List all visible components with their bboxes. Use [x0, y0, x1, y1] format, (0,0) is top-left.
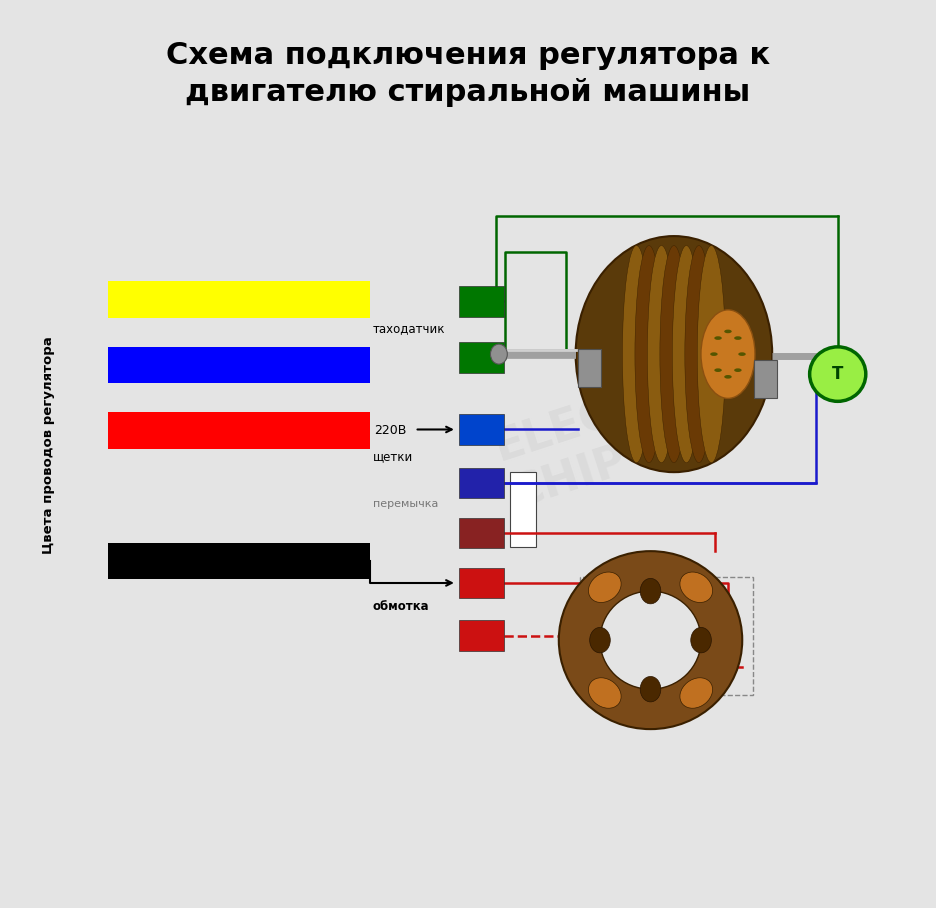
Circle shape	[600, 591, 701, 689]
Ellipse shape	[660, 245, 688, 463]
Ellipse shape	[648, 245, 676, 463]
Bar	[108, 347, 370, 383]
Bar	[459, 518, 504, 548]
Ellipse shape	[490, 344, 507, 364]
Bar	[459, 468, 504, 498]
Ellipse shape	[589, 572, 622, 603]
Ellipse shape	[724, 375, 732, 379]
Text: обмотка: обмотка	[373, 600, 429, 613]
Ellipse shape	[710, 352, 718, 356]
Ellipse shape	[714, 336, 722, 340]
Text: 220В: 220В	[374, 424, 407, 437]
Ellipse shape	[734, 336, 741, 340]
Ellipse shape	[680, 677, 712, 708]
Bar	[108, 281, 370, 318]
Text: таходатчик: таходатчик	[373, 322, 445, 335]
Bar	[510, 472, 536, 547]
Ellipse shape	[635, 245, 663, 463]
Text: Т: Т	[832, 365, 843, 383]
Ellipse shape	[590, 627, 610, 653]
Ellipse shape	[739, 352, 746, 356]
Ellipse shape	[640, 578, 661, 604]
Bar	[459, 568, 504, 598]
Ellipse shape	[640, 676, 661, 702]
Circle shape	[559, 551, 742, 729]
Text: перемычка: перемычка	[373, 498, 438, 509]
Ellipse shape	[576, 236, 772, 472]
Bar	[459, 286, 504, 317]
Bar	[108, 543, 370, 579]
Text: щетки: щетки	[373, 450, 413, 463]
Circle shape	[810, 347, 866, 401]
Ellipse shape	[672, 245, 700, 463]
Bar	[459, 342, 504, 373]
Text: Схема подключения регулятора к
двигателю стиральной машины: Схема подключения регулятора к двигателю…	[166, 41, 770, 107]
Bar	[108, 412, 370, 449]
Ellipse shape	[685, 245, 713, 463]
Ellipse shape	[622, 245, 651, 463]
Text: Цвета проводов регулятора: Цвета проводов регулятора	[42, 336, 55, 554]
Bar	[754, 360, 777, 398]
Bar	[459, 620, 504, 651]
Ellipse shape	[680, 572, 712, 603]
Text: ELEC
CHIP: ELEC CHIP	[490, 391, 634, 517]
Bar	[580, 577, 753, 695]
Bar	[459, 414, 504, 445]
Ellipse shape	[724, 330, 732, 333]
Ellipse shape	[697, 245, 725, 463]
Ellipse shape	[589, 677, 622, 708]
Bar	[578, 349, 601, 387]
Ellipse shape	[714, 369, 722, 372]
Ellipse shape	[701, 310, 755, 399]
Ellipse shape	[734, 369, 741, 372]
Ellipse shape	[691, 627, 711, 653]
